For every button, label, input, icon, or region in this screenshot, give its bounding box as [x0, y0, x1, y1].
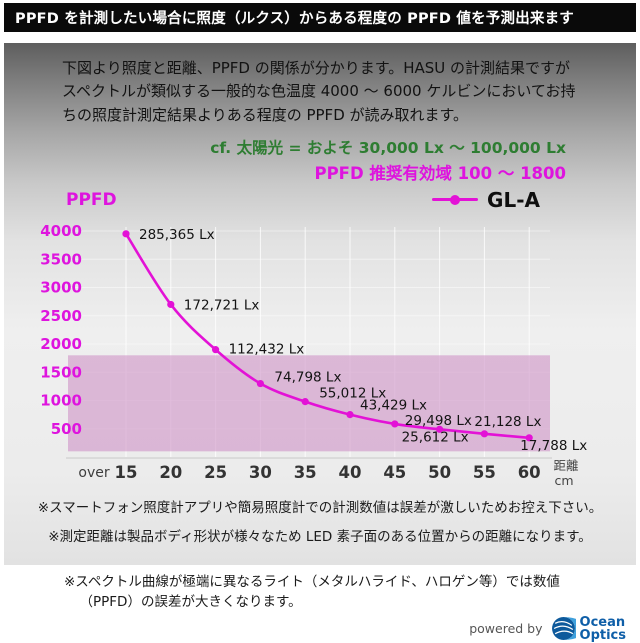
- data-point: [525, 433, 533, 442]
- note-smartphone-meter: ※スマートフォン照度計アプリや簡易照度計での計測数値は誤差が激しいためお控え下さ…: [37, 499, 603, 516]
- point-label: 43,429 Lx: [360, 397, 427, 413]
- brand-logo: Ocean Optics: [551, 614, 626, 643]
- x-tick-label: 55: [473, 463, 496, 482]
- y-tick-label: 1500: [40, 363, 82, 381]
- info-panel: 下図より照度と距離、PPFD の関係が分かります。HASU の計測結果ですがスペ…: [4, 43, 636, 565]
- data-point: [346, 410, 354, 418]
- chart-header: PPFD GL-A: [4, 187, 636, 213]
- point-label: 55,012 Lx: [319, 385, 386, 401]
- ocean-optics-logo-icon: [551, 617, 576, 641]
- point-label: 172,721 Lx: [184, 297, 260, 313]
- x-axis-unit-line1: 距離: [553, 458, 579, 473]
- series-line-gl-a: [124, 232, 530, 439]
- page-title: PPFD を計測したい場合に照度（ルクス）からある程度の PPFD 値を予測出来…: [15, 11, 574, 27]
- point-label: 25,612 Lx: [402, 429, 469, 445]
- point-label: 29,498 Lx: [405, 413, 472, 429]
- data-point: [212, 345, 220, 353]
- x-tick-label: 15: [115, 463, 138, 482]
- x-tick-label: 40: [339, 463, 362, 482]
- title-bar: PPFD を計測したい場合に照度（ルクス）からある程度の PPFD 値を予測出来…: [4, 3, 636, 32]
- x-axis-unit-line2: cm: [554, 473, 573, 488]
- note-measuring-distance: ※測定距離は製品ボディ形状が様々なため LED 素子面のある位置からの距離になり…: [48, 528, 592, 545]
- data-point: [122, 229, 130, 238]
- panel-notes: ※スマートフォン照度計アプリや簡易照度計での計測数値は誤差が激しいためお控え下さ…: [4, 496, 636, 545]
- point-label: 112,432 Lx: [229, 341, 305, 357]
- legend-point-icon: [450, 194, 461, 205]
- legend-line-icon: [432, 194, 479, 205]
- footer: powered by Ocean Optics: [0, 613, 640, 643]
- y-tick-label: 1000: [40, 391, 82, 409]
- x-tick-label: 25: [204, 463, 227, 482]
- data-point: [256, 379, 264, 387]
- product-infographic-page: PPFD を計測したい場合に照度（ルクス）からある程度の PPFD 値を予測出来…: [0, 3, 640, 643]
- brand-name-line1: Ocean: [579, 614, 626, 630]
- data-point: [480, 429, 488, 438]
- y-tick-label: 4000: [40, 222, 82, 240]
- x-tick-label: 35: [294, 463, 317, 482]
- brand-name-line2: Optics: [579, 627, 626, 643]
- note-spectrum-difference: ※スペクトル曲線が極端に異なるライト（メタルハライド、ハロゲン等）では数値（PP…: [64, 574, 560, 611]
- x-tick-label: 20: [159, 463, 182, 482]
- y-axis-title: PPFD: [66, 189, 117, 210]
- y-tick-label: 2500: [40, 307, 82, 325]
- point-label: 17,788 Lx: [520, 438, 587, 454]
- y-tick-label: 2000: [40, 335, 82, 353]
- x-tick-label-over: over: [78, 465, 109, 481]
- data-point: [301, 397, 309, 405]
- powered-by-text: powered by: [469, 621, 543, 637]
- ppfd-distance-chart: 500 1000 1500 2000 2500 3000 3500 4000 over 15 20 2…: [40, 222, 587, 488]
- y-tick-label: 3500: [40, 250, 82, 268]
- chart-legend: GL-A: [432, 188, 540, 212]
- y-tick-label: 3000: [40, 278, 82, 296]
- y-tick-label: 500: [51, 420, 82, 438]
- sunlight-note: cf. 太陽光 = およそ 30,000 Lx ～ 100,000 Lx: [210, 138, 566, 157]
- point-label: 285,365 Lx: [139, 227, 215, 243]
- legend-series-label: GL-A: [487, 187, 540, 212]
- x-tick-label: 50: [428, 463, 451, 482]
- point-label: 21,128 Lx: [474, 414, 541, 430]
- x-tick-label: 30: [249, 463, 272, 482]
- data-point: [391, 420, 399, 428]
- recommended-range-note: PPFD 推奨有効域 100 ～ 1800: [314, 163, 567, 183]
- data-point: [436, 425, 444, 433]
- x-tick-label: 60: [518, 463, 541, 482]
- point-label: 74,798 Lx: [274, 369, 341, 385]
- x-tick-label: 45: [383, 463, 406, 482]
- data-point: [167, 300, 175, 308]
- brand-name: Ocean Optics: [579, 614, 626, 643]
- intro-text: 下図より照度と距離、PPFD の関係が分かります。HASU の計測結果ですがスペ…: [62, 59, 576, 124]
